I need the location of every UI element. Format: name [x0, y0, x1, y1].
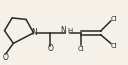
Text: H: H: [67, 28, 72, 34]
Text: N: N: [31, 28, 37, 37]
Text: Cl: Cl: [111, 16, 117, 22]
Text: O: O: [2, 53, 8, 62]
Text: Cl: Cl: [111, 43, 117, 49]
Text: N: N: [60, 26, 66, 35]
Text: Cl: Cl: [78, 46, 84, 52]
Text: O: O: [47, 44, 53, 53]
